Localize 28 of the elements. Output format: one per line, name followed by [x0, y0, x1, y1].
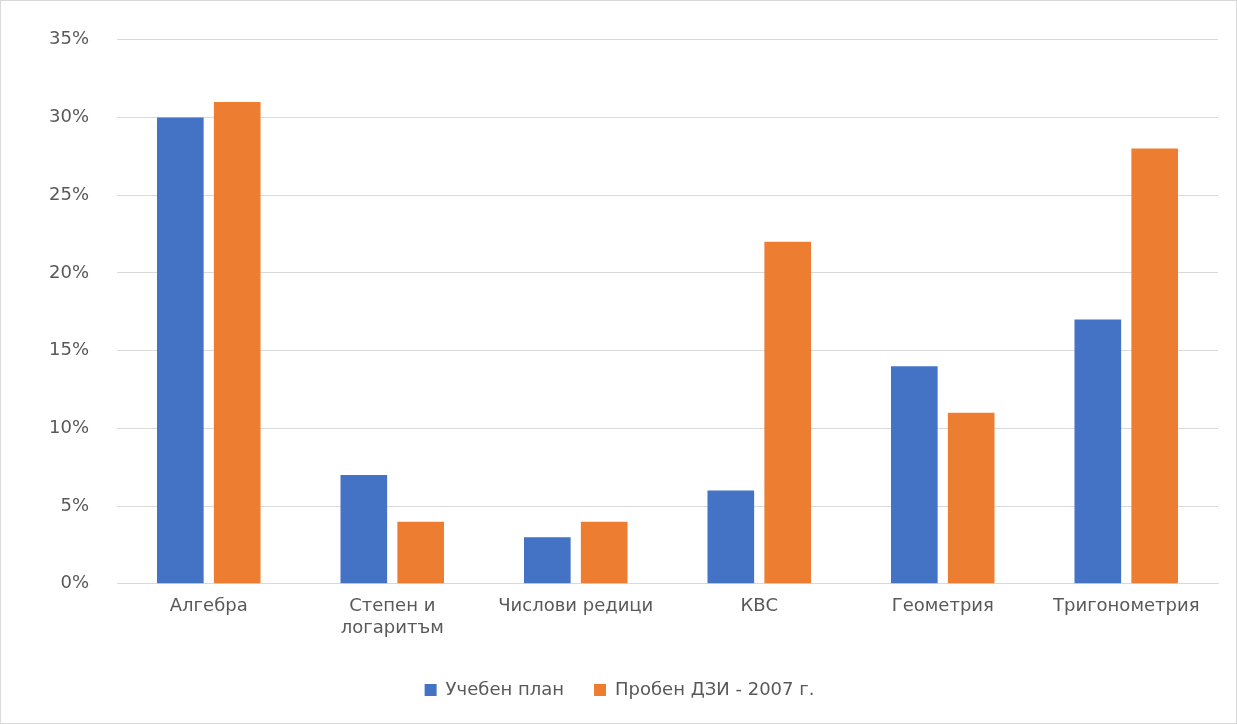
bar	[156, 117, 204, 584]
bar	[340, 475, 388, 584]
bar	[397, 521, 445, 584]
bar	[1131, 148, 1179, 584]
bar	[213, 101, 261, 584]
y-tick-label: 25%	[48, 182, 90, 204]
y-tick-label: 30%	[48, 105, 90, 127]
y-tick-label: 10%	[48, 416, 90, 438]
bar	[523, 537, 571, 584]
bar	[707, 490, 755, 584]
legend-label: Пробен ДЗИ - 2007 г.	[615, 677, 815, 699]
y-tick-label: 0%	[60, 571, 90, 593]
y-tick-label: 35%	[48, 27, 90, 49]
y-tick-label: 15%	[48, 338, 90, 360]
x-tick-label: КВС	[740, 594, 779, 616]
x-tick-label: Алгебра	[169, 594, 248, 616]
bar	[764, 241, 812, 584]
x-tick-label: Геометрия	[891, 594, 994, 616]
bar	[1074, 319, 1122, 584]
bar	[580, 521, 628, 584]
bar	[890, 366, 938, 584]
legend-label: Учебен план	[445, 677, 565, 699]
x-tick-label: Тригонометрия	[1052, 594, 1200, 616]
y-tick-label: 5%	[60, 493, 90, 515]
x-tick-label: Степен и логаритъм	[340, 594, 444, 637]
x-tick-label: Числови редици	[498, 594, 654, 616]
y-tick-label: 20%	[48, 260, 90, 282]
bar	[947, 412, 995, 584]
